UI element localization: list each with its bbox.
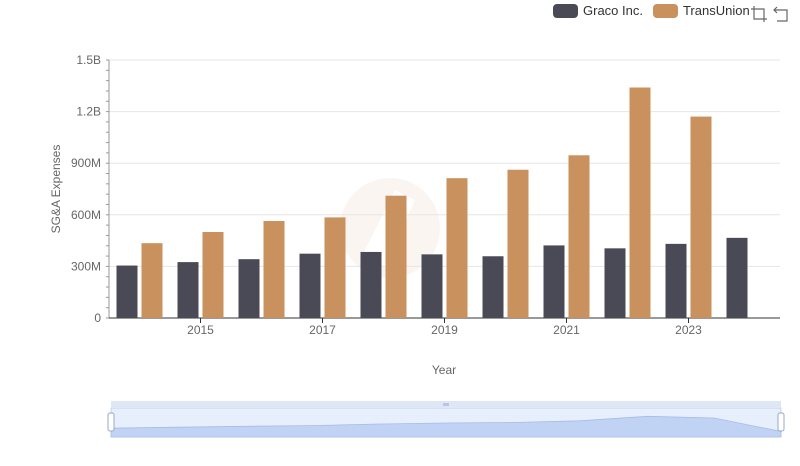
bar-graco[interactable]: [543, 245, 565, 318]
bar-transunion[interactable]: [141, 243, 163, 318]
bar-transunion[interactable]: [324, 217, 346, 318]
data-zoom-handle-right[interactable]: [777, 412, 785, 432]
bar-transunion[interactable]: [629, 87, 651, 319]
bar-graco[interactable]: [665, 243, 687, 318]
bar-transunion[interactable]: [263, 220, 285, 318]
x-tick-label: 2021: [553, 323, 580, 337]
bar-transunion[interactable]: [446, 178, 468, 318]
legend-label-transunion: TransUnion: [682, 3, 750, 18]
data-zoom-handle-left[interactable]: [107, 412, 115, 432]
bar-graco[interactable]: [360, 251, 382, 318]
legend-item-graco[interactable]: Graco Inc.: [553, 3, 643, 18]
legend-swatch-graco: [553, 3, 578, 18]
bar-graco[interactable]: [421, 254, 443, 318]
bar-graco[interactable]: [177, 262, 199, 318]
x-tick-label: 2023: [675, 323, 702, 337]
legend-item-transunion[interactable]: TransUnion: [652, 3, 750, 18]
y-axis: 0 300M 600M 900M 1.2B 1.5B: [71, 53, 110, 325]
zoom-select-icon[interactable]: [750, 5, 768, 23]
data-zoom-selected-range: [111, 408, 781, 437]
bar-graco[interactable]: [604, 248, 626, 318]
bar-transunion[interactable]: [507, 169, 529, 318]
y-tick-label: 1.5B: [76, 53, 101, 67]
chart-toolbar: [746, 5, 790, 23]
zoom-reset-icon[interactable]: [772, 5, 790, 23]
data-zoom-preview: [110, 415, 782, 438]
legend: Graco Inc. TransUnion: [553, 3, 760, 18]
bar-graco[interactable]: [116, 265, 138, 318]
y-tick-label: 300M: [71, 259, 101, 273]
bar-graco[interactable]: [726, 237, 748, 318]
bar-transunion[interactable]: [385, 195, 407, 318]
grid-lines: [109, 59, 780, 267]
data-zoom-top-grip[interactable]: [443, 403, 449, 406]
bar-transunion[interactable]: [690, 116, 712, 318]
y-tick-label: 600M: [71, 208, 101, 222]
legend-swatch-transunion: [652, 3, 678, 18]
y-tick-label: 0: [94, 311, 101, 325]
y-tick-label: 900M: [71, 156, 101, 170]
bar-graco[interactable]: [238, 259, 260, 318]
x-tick-label: 2017: [309, 323, 336, 337]
x-tick-label: 2015: [187, 323, 214, 337]
bar-transunion[interactable]: [202, 232, 224, 318]
x-tick-label: 2019: [431, 323, 458, 337]
x-axis-title: Year: [432, 363, 456, 377]
bar-graco[interactable]: [482, 256, 504, 318]
y-tick-label: 1.2B: [76, 105, 101, 119]
y-axis-title: SG&A Expenses: [49, 145, 63, 234]
data-zoom-slider[interactable]: [107, 401, 785, 438]
bar-transunion[interactable]: [568, 155, 590, 318]
x-axis: 2015 2017 2019 2021 2023: [109, 317, 780, 337]
legend-label-graco: Graco Inc.: [583, 3, 643, 18]
bars: [116, 87, 748, 319]
bar-graco[interactable]: [299, 253, 321, 318]
